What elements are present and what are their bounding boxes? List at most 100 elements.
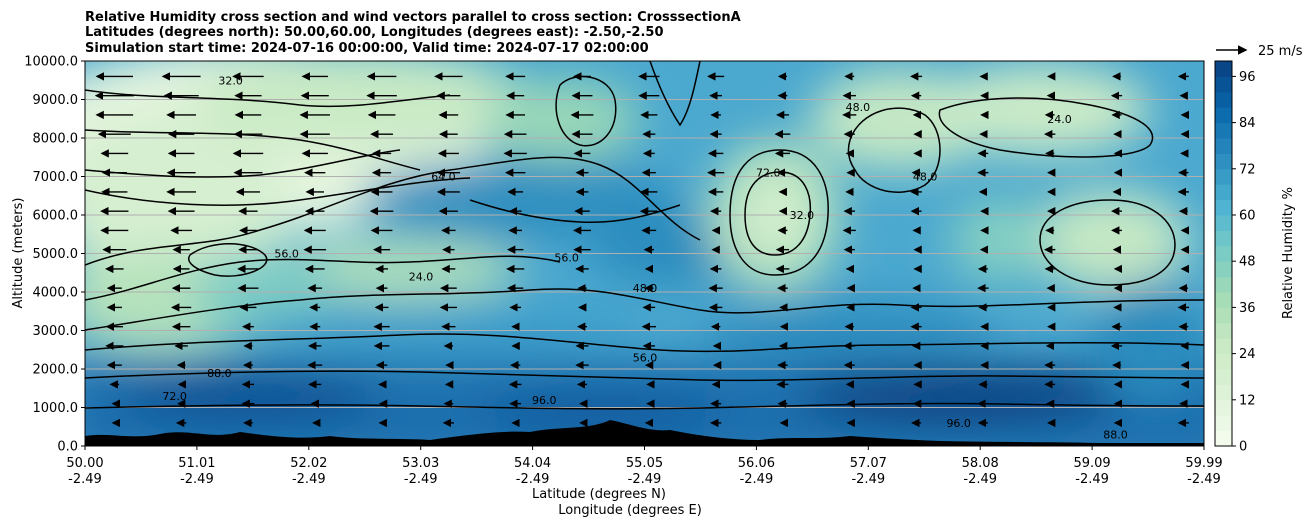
colorbar-band <box>1215 76 1232 93</box>
contour-label: 56.0 <box>274 248 299 261</box>
y-axis: 0.0 1000.0 2000.0 3000.0 4000.0 5000.0 6000.0 7… <box>24 55 85 455</box>
colorbar-tick-label: 84 <box>1239 116 1256 131</box>
contour-labels: 24.0 56.0 48.0 56.0 96.0 72.0 32.0 48.0 48.0 24.0… <box>162 74 1127 441</box>
contour-label: 48.0 <box>846 101 871 114</box>
x-tick-label-latitude: 53.03 <box>402 456 439 471</box>
chart-title-line-2: Latitudes (degrees north): 50.00,60.00, … <box>85 25 664 40</box>
x-tick-label-latitude: 52.02 <box>290 456 327 471</box>
chart-title-line-1: Relative Humidity cross section and wind… <box>85 10 741 25</box>
colorbar-band <box>1215 276 1232 293</box>
x-tick-label-latitude: 58.08 <box>962 456 999 471</box>
colorbar-band <box>1215 384 1232 401</box>
x-tick-label-latitude: 56.06 <box>738 456 775 471</box>
contour-label: 32.0 <box>218 74 243 87</box>
colorbar-band <box>1215 322 1232 339</box>
contour-label: 72.0 <box>162 390 187 403</box>
plot-area: 24.0 56.0 48.0 56.0 96.0 72.0 32.0 48.0 48.0 24.0… <box>85 61 1204 446</box>
x-tick-label-latitude: 59.09 <box>1073 456 1110 471</box>
contour-label: 96.0 <box>532 394 557 407</box>
x-axis-label-latitude: Latitude (degrees N) <box>532 487 666 502</box>
x-tick-label-longitude: -2.49 <box>963 472 997 487</box>
contour-label: 56.0 <box>554 251 579 264</box>
y-tick-label: 1000.0 <box>33 401 79 416</box>
colorbar-band <box>1215 307 1232 324</box>
x-axis-label-longitude: Longitude (degrees E) <box>558 503 702 518</box>
colorbar-band <box>1215 245 1232 262</box>
colorbar-band <box>1215 91 1232 108</box>
x-tick-label-longitude: -2.49 <box>180 472 214 487</box>
colorbar-band <box>1215 122 1232 139</box>
colorbar-tick-label: 72 <box>1239 162 1256 177</box>
colorbar-tick-label: 48 <box>1239 255 1256 270</box>
contour-label: 56.0 <box>633 351 658 364</box>
y-tick-label: 4000.0 <box>33 286 79 301</box>
colorbar-band <box>1215 138 1232 154</box>
terrain <box>85 420 1204 446</box>
colorbar: 0 12 24 36 48 60 72 84 96 <box>1214 60 1256 455</box>
contour-label: 88.0 <box>207 367 232 380</box>
x-axis: 50.00-2.4951.01-2.4952.02-2.4953.03-2.49… <box>66 446 1223 487</box>
colorbar-band <box>1215 199 1232 216</box>
colorbar-band <box>1215 107 1232 124</box>
y-tick-label: 0.0 <box>57 440 78 455</box>
contour-label: 48.0 <box>633 282 658 295</box>
colorbar-tick-label: 36 <box>1239 301 1256 316</box>
colorbar-band <box>1215 353 1232 370</box>
colorbar-band <box>1215 430 1232 447</box>
quiver-key-label: 25 m/s <box>1258 44 1303 59</box>
x-tick-label-latitude: 59.99 <box>1185 456 1222 471</box>
contour-label: 96.0 <box>946 417 971 430</box>
y-tick-label: 7000.0 <box>33 170 79 185</box>
y-tick-label: 2000.0 <box>33 363 79 378</box>
x-tick-label-longitude: -2.49 <box>292 472 326 487</box>
colorbar-tick-label: 96 <box>1239 70 1256 85</box>
y-tick-label: 8000.0 <box>33 132 79 147</box>
y-tick-label: 5000.0 <box>33 247 79 262</box>
x-tick-label-longitude: -2.49 <box>1187 472 1221 487</box>
contour-label: 88.0 <box>1103 428 1128 441</box>
colorbar-band <box>1215 184 1232 201</box>
contour-label: 24.0 <box>409 271 434 284</box>
x-tick-label-latitude: 51.01 <box>178 456 215 471</box>
x-tick-label-longitude: -2.49 <box>1075 472 1109 487</box>
y-tick-label: 10000.0 <box>24 55 78 70</box>
x-tick-label-longitude: -2.49 <box>628 472 662 487</box>
colorbar-band <box>1215 338 1232 355</box>
colorbar-band <box>1215 61 1232 77</box>
colorbar-band <box>1215 168 1232 185</box>
x-tick-label-latitude: 55.05 <box>626 456 663 471</box>
y-tick-label: 9000.0 <box>33 93 79 108</box>
colorbar-label: Relative Humidity % <box>1281 187 1296 319</box>
y-axis-label: Altitude (meters) <box>11 198 26 309</box>
chart-title-line-3: Simulation start time: 2024-07-16 00:00:… <box>85 41 649 56</box>
colorbar-tick-label: 24 <box>1239 347 1256 362</box>
colorbar-frame <box>1214 60 1233 447</box>
contour-label: 48.0 <box>913 171 938 184</box>
colorbar-band <box>1215 399 1232 416</box>
colorbar-band <box>1215 369 1232 385</box>
colorbar-band <box>1215 292 1232 308</box>
colorbar-band <box>1215 415 1232 432</box>
x-tick-label-longitude: -2.49 <box>851 472 885 487</box>
x-tick-label-longitude: -2.49 <box>68 472 102 487</box>
wind-vectors <box>94 72 1189 428</box>
colorbar-tick-label: 0 <box>1239 440 1247 455</box>
contour-label: 72.0 <box>756 167 781 180</box>
colorbar-band <box>1215 215 1232 231</box>
x-tick-label-latitude: 57.07 <box>850 456 887 471</box>
contour-label: 32.0 <box>790 209 815 222</box>
x-tick-label-longitude: -2.49 <box>404 472 438 487</box>
colorbar-band <box>1215 230 1232 247</box>
colorbar-band <box>1215 261 1232 278</box>
x-tick-label-latitude: 50.00 <box>66 456 103 471</box>
colorbar-tick-label: 12 <box>1239 393 1256 408</box>
x-tick-label-longitude: -2.49 <box>516 472 550 487</box>
x-tick-label-longitude: -2.49 <box>740 472 774 487</box>
colorbar-band <box>1215 153 1232 170</box>
y-tick-label: 6000.0 <box>33 209 79 224</box>
y-tick-label: 3000.0 <box>33 324 79 339</box>
colorbar-tick-label: 60 <box>1239 209 1256 224</box>
x-tick-label-latitude: 54.04 <box>514 456 551 471</box>
contour-label: 64.0 <box>431 171 456 184</box>
